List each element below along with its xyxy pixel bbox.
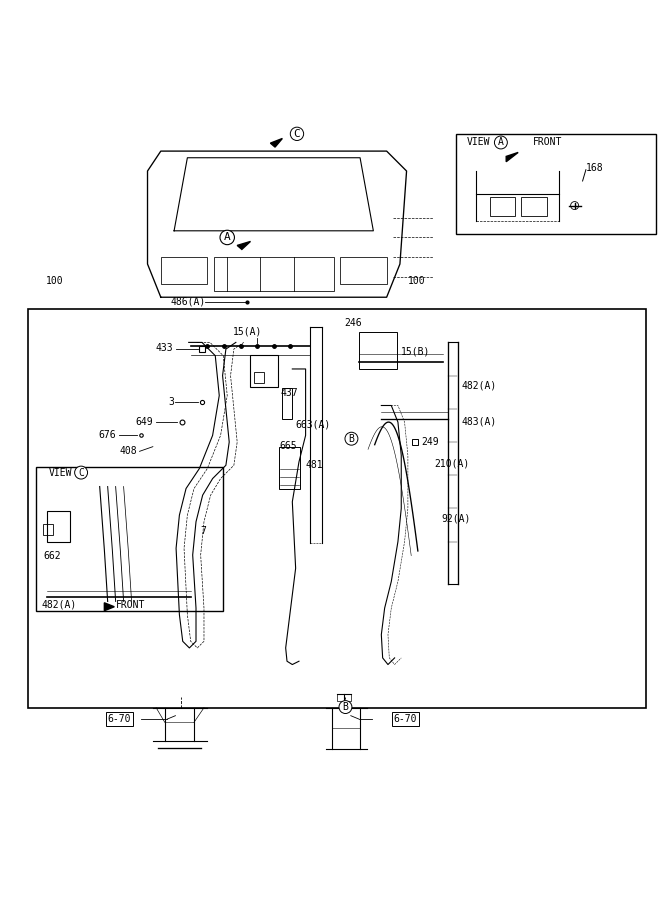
Bar bbox=[340, 257, 387, 284]
Bar bbox=[279, 447, 300, 489]
Text: 408: 408 bbox=[120, 446, 137, 456]
Bar bbox=[36, 466, 223, 611]
Text: 481: 481 bbox=[305, 460, 323, 471]
Text: 483(A): 483(A) bbox=[461, 417, 496, 427]
Bar bbox=[47, 511, 71, 542]
Polygon shape bbox=[237, 241, 251, 249]
Bar bbox=[338, 695, 351, 701]
Text: 3: 3 bbox=[168, 397, 174, 407]
Text: 246: 246 bbox=[345, 318, 362, 328]
Text: 100: 100 bbox=[408, 275, 426, 285]
Text: VIEW: VIEW bbox=[466, 138, 490, 148]
Text: 100: 100 bbox=[46, 275, 63, 285]
Text: B: B bbox=[348, 434, 354, 444]
Text: 662: 662 bbox=[43, 551, 61, 561]
Bar bbox=[522, 197, 547, 215]
Bar bbox=[161, 257, 207, 284]
Polygon shape bbox=[506, 152, 518, 162]
Text: 649: 649 bbox=[135, 417, 153, 428]
Bar bbox=[490, 197, 515, 215]
Bar bbox=[43, 525, 53, 535]
Text: 663(A): 663(A) bbox=[295, 419, 330, 430]
Text: 249: 249 bbox=[421, 437, 439, 447]
Text: 482(A): 482(A) bbox=[461, 381, 496, 391]
Text: 6-70: 6-70 bbox=[394, 714, 417, 724]
Text: A: A bbox=[224, 232, 231, 242]
Text: 676: 676 bbox=[98, 430, 115, 440]
Text: 210(A): 210(A) bbox=[434, 459, 470, 469]
Text: FRONT: FRONT bbox=[115, 599, 145, 610]
Text: VIEW: VIEW bbox=[49, 468, 73, 478]
Text: FRONT: FRONT bbox=[533, 138, 562, 148]
Text: C: C bbox=[293, 129, 300, 139]
Text: 482(A): 482(A) bbox=[41, 599, 77, 610]
Bar bbox=[456, 134, 656, 234]
Text: 486(A): 486(A) bbox=[171, 297, 206, 307]
Bar bbox=[281, 388, 292, 418]
Text: 665: 665 bbox=[279, 441, 297, 451]
Bar bbox=[251, 355, 278, 387]
Bar bbox=[359, 332, 398, 369]
Bar bbox=[28, 310, 646, 707]
Text: 437: 437 bbox=[280, 388, 298, 398]
Text: B: B bbox=[343, 702, 348, 712]
Bar bbox=[253, 373, 264, 382]
Polygon shape bbox=[270, 139, 282, 147]
Text: 168: 168 bbox=[586, 163, 604, 173]
Text: 433: 433 bbox=[155, 343, 173, 353]
Text: 15(A): 15(A) bbox=[233, 327, 262, 337]
Text: 92(A): 92(A) bbox=[441, 513, 470, 524]
Bar bbox=[214, 257, 334, 291]
Text: C: C bbox=[78, 468, 84, 478]
Polygon shape bbox=[104, 603, 114, 611]
Text: 6-70: 6-70 bbox=[108, 714, 131, 724]
Text: 7: 7 bbox=[200, 526, 206, 536]
Text: A: A bbox=[498, 138, 504, 148]
Text: 15(B): 15(B) bbox=[402, 346, 431, 356]
